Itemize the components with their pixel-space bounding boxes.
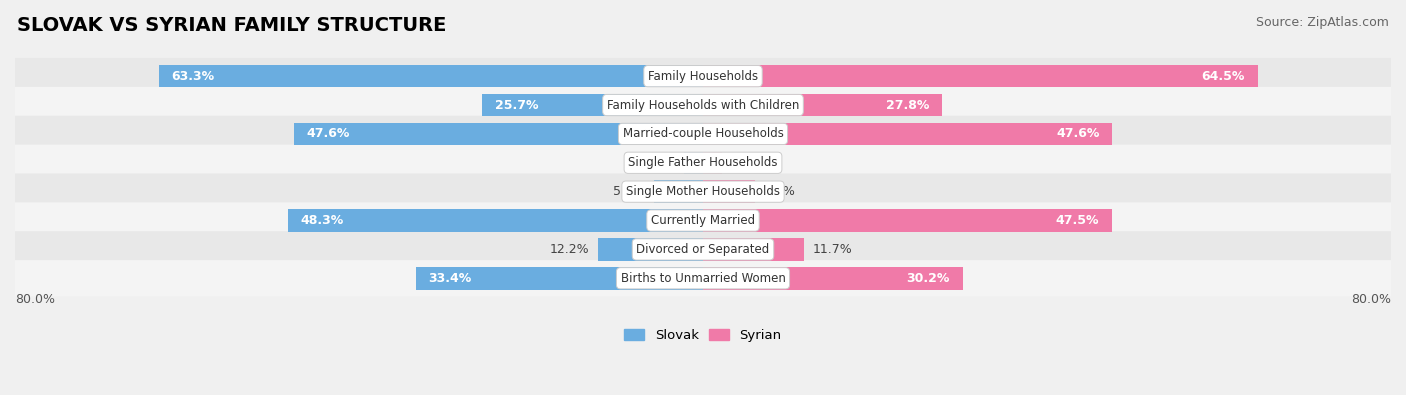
Bar [703,152,721,174]
Text: 2.2%: 2.2% [644,156,675,169]
FancyBboxPatch shape [10,260,1396,297]
FancyBboxPatch shape [10,231,1396,267]
Text: 80.0%: 80.0% [1351,293,1391,306]
Text: 6.0%: 6.0% [763,185,794,198]
Text: 47.6%: 47.6% [1056,128,1099,140]
Text: 63.3%: 63.3% [172,70,215,83]
Text: Births to Unmarried Women: Births to Unmarried Women [620,272,786,285]
Bar [703,238,804,261]
Text: 2.2%: 2.2% [731,156,762,169]
Legend: Slovak, Syrian: Slovak, Syrian [619,324,787,347]
Bar [703,65,1258,87]
Bar [654,181,703,203]
Text: SLOVAK VS SYRIAN FAMILY STRUCTURE: SLOVAK VS SYRIAN FAMILY STRUCTURE [17,16,446,35]
Bar [288,209,703,232]
Bar [703,209,1112,232]
FancyBboxPatch shape [10,116,1396,152]
Text: 80.0%: 80.0% [15,293,55,306]
FancyBboxPatch shape [10,58,1396,94]
FancyBboxPatch shape [10,202,1396,239]
Text: 27.8%: 27.8% [886,98,929,111]
Text: Single Father Households: Single Father Households [628,156,778,169]
Bar [598,238,703,261]
Text: 12.2%: 12.2% [550,243,589,256]
Text: Source: ZipAtlas.com: Source: ZipAtlas.com [1256,16,1389,29]
Text: 5.7%: 5.7% [613,185,645,198]
Text: 25.7%: 25.7% [495,98,538,111]
Bar [159,65,703,87]
Text: Married-couple Households: Married-couple Households [623,128,783,140]
Bar [416,267,703,290]
Bar [685,152,703,174]
Text: Single Mother Households: Single Mother Households [626,185,780,198]
Text: Currently Married: Currently Married [651,214,755,227]
Text: 48.3%: 48.3% [301,214,344,227]
Text: 33.4%: 33.4% [429,272,472,285]
FancyBboxPatch shape [10,145,1396,181]
Text: Divorced or Separated: Divorced or Separated [637,243,769,256]
Bar [482,94,703,116]
Bar [703,94,942,116]
Text: 64.5%: 64.5% [1201,70,1244,83]
Bar [294,122,703,145]
Text: 11.7%: 11.7% [813,243,852,256]
Bar [703,122,1112,145]
Text: Family Households with Children: Family Households with Children [607,98,799,111]
Bar [703,267,963,290]
FancyBboxPatch shape [10,173,1396,210]
Bar [703,181,755,203]
FancyBboxPatch shape [10,87,1396,123]
Text: Family Households: Family Households [648,70,758,83]
Text: 30.2%: 30.2% [907,272,950,285]
Text: 47.5%: 47.5% [1054,214,1098,227]
Text: 47.6%: 47.6% [307,128,350,140]
